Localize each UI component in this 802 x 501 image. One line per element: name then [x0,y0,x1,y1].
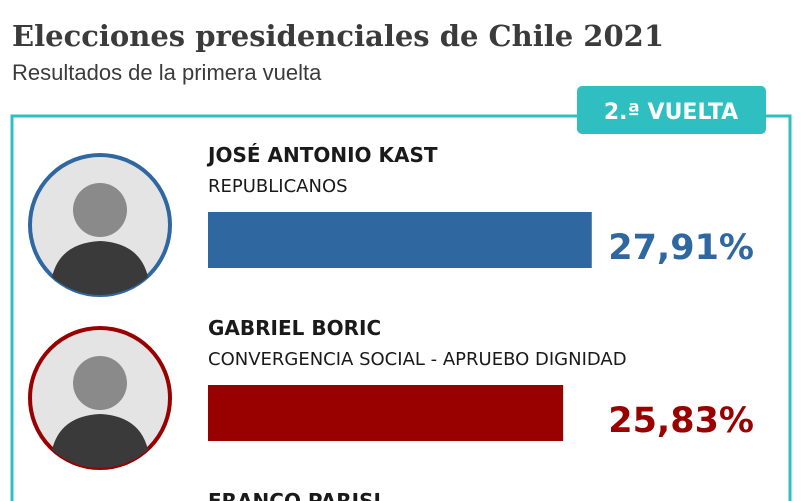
portrait-head [73,356,127,410]
candidate-party: CONVERGENCIA SOCIAL - APRUEBO DIGNIDAD [208,349,627,370]
bar [208,212,592,268]
results-frame [10,114,792,501]
candidate-party: REPUBLICANOS [208,176,348,197]
frame-cover [14,492,788,501]
chart-subtitle: Resultados de la primera vuelta [12,60,322,85]
portrait-body [52,414,148,468]
portrait-body [52,241,148,295]
round-badge-label: 2.ª VUELTA [604,100,738,125]
candidate-name: FRANCO PARISI [208,489,381,501]
candidate-name: JOSÉ ANTONIO KAST [206,143,438,167]
portrait-head [73,183,127,237]
candidate-name: GABRIEL BORIC [208,316,381,340]
bar [208,385,564,441]
round-badge[interactable] [577,86,766,134]
value-label: 27,91% [608,228,754,268]
value-label: 25,83% [608,401,754,441]
chart-title: Elecciones presidenciales de Chile 2021 [12,19,664,53]
